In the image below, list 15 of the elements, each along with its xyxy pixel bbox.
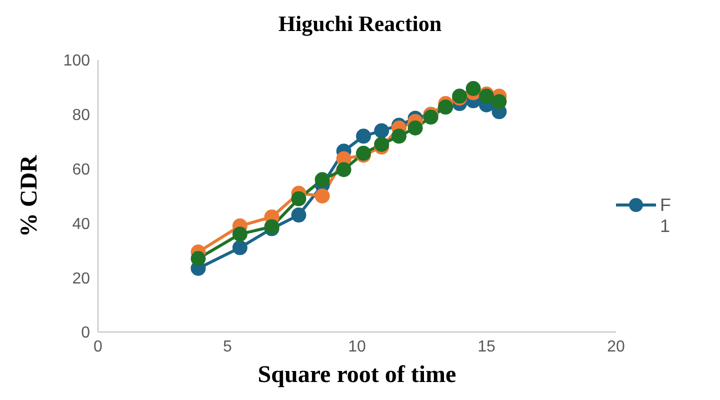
y-tick-label: 60 <box>72 161 90 178</box>
x-tick-label: 15 <box>478 338 496 356</box>
x-axis-title: Square root of time <box>258 362 457 388</box>
y-axis-title: % CDR <box>16 154 43 237</box>
y-tick-label: 20 <box>72 270 90 288</box>
x-tick-label: 20 <box>607 338 625 356</box>
y-tick-label: 0 <box>81 324 90 342</box>
legend-label: F1 <box>660 195 672 237</box>
x-tick-label: 10 <box>348 338 366 356</box>
y-tick-label: 80 <box>72 107 90 124</box>
y-tick-label: 100 <box>63 52 90 70</box>
x-tick-label: 0 <box>94 338 103 356</box>
y-tick-label: 40 <box>72 216 90 233</box>
x-tick-label: 5 <box>223 338 232 356</box>
chart-title: Higuchi Reaction <box>277 10 443 38</box>
